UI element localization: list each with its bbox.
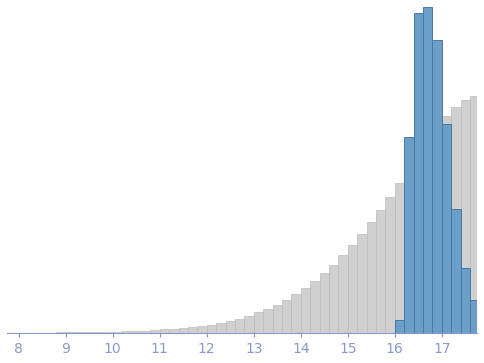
Bar: [432, 40, 442, 333]
Bar: [329, 265, 338, 333]
Bar: [423, 7, 432, 333]
Bar: [160, 330, 169, 333]
Bar: [197, 326, 207, 333]
Bar: [207, 325, 216, 333]
Bar: [188, 327, 197, 333]
Bar: [451, 107, 461, 333]
Bar: [461, 268, 470, 333]
Bar: [385, 197, 395, 333]
Bar: [94, 332, 103, 333]
Bar: [272, 305, 282, 333]
Bar: [85, 332, 94, 333]
Bar: [442, 116, 451, 333]
Bar: [376, 210, 385, 333]
Bar: [151, 330, 160, 333]
Bar: [319, 273, 329, 333]
Bar: [338, 256, 348, 333]
Bar: [226, 321, 235, 333]
Bar: [442, 125, 451, 333]
Bar: [216, 323, 226, 333]
Bar: [301, 288, 310, 333]
Bar: [470, 301, 480, 333]
Bar: [480, 320, 484, 333]
Bar: [432, 128, 442, 333]
Bar: [404, 169, 414, 333]
Bar: [282, 300, 291, 333]
Bar: [141, 331, 151, 333]
Bar: [122, 331, 132, 333]
Bar: [132, 331, 141, 333]
Bar: [451, 209, 461, 333]
Bar: [366, 223, 376, 333]
Bar: [169, 329, 179, 333]
Bar: [480, 95, 484, 333]
Bar: [263, 309, 272, 333]
Bar: [423, 140, 432, 333]
Bar: [235, 319, 244, 333]
Bar: [179, 328, 188, 333]
Bar: [291, 294, 301, 333]
Bar: [414, 155, 423, 333]
Bar: [404, 137, 414, 333]
Bar: [348, 245, 357, 333]
Bar: [244, 316, 254, 333]
Bar: [395, 320, 404, 333]
Bar: [310, 281, 319, 333]
Bar: [254, 313, 263, 333]
Bar: [357, 234, 366, 333]
Bar: [103, 332, 113, 333]
Bar: [395, 183, 404, 333]
Bar: [461, 100, 470, 333]
Bar: [470, 96, 480, 333]
Bar: [113, 332, 122, 333]
Bar: [414, 13, 423, 333]
